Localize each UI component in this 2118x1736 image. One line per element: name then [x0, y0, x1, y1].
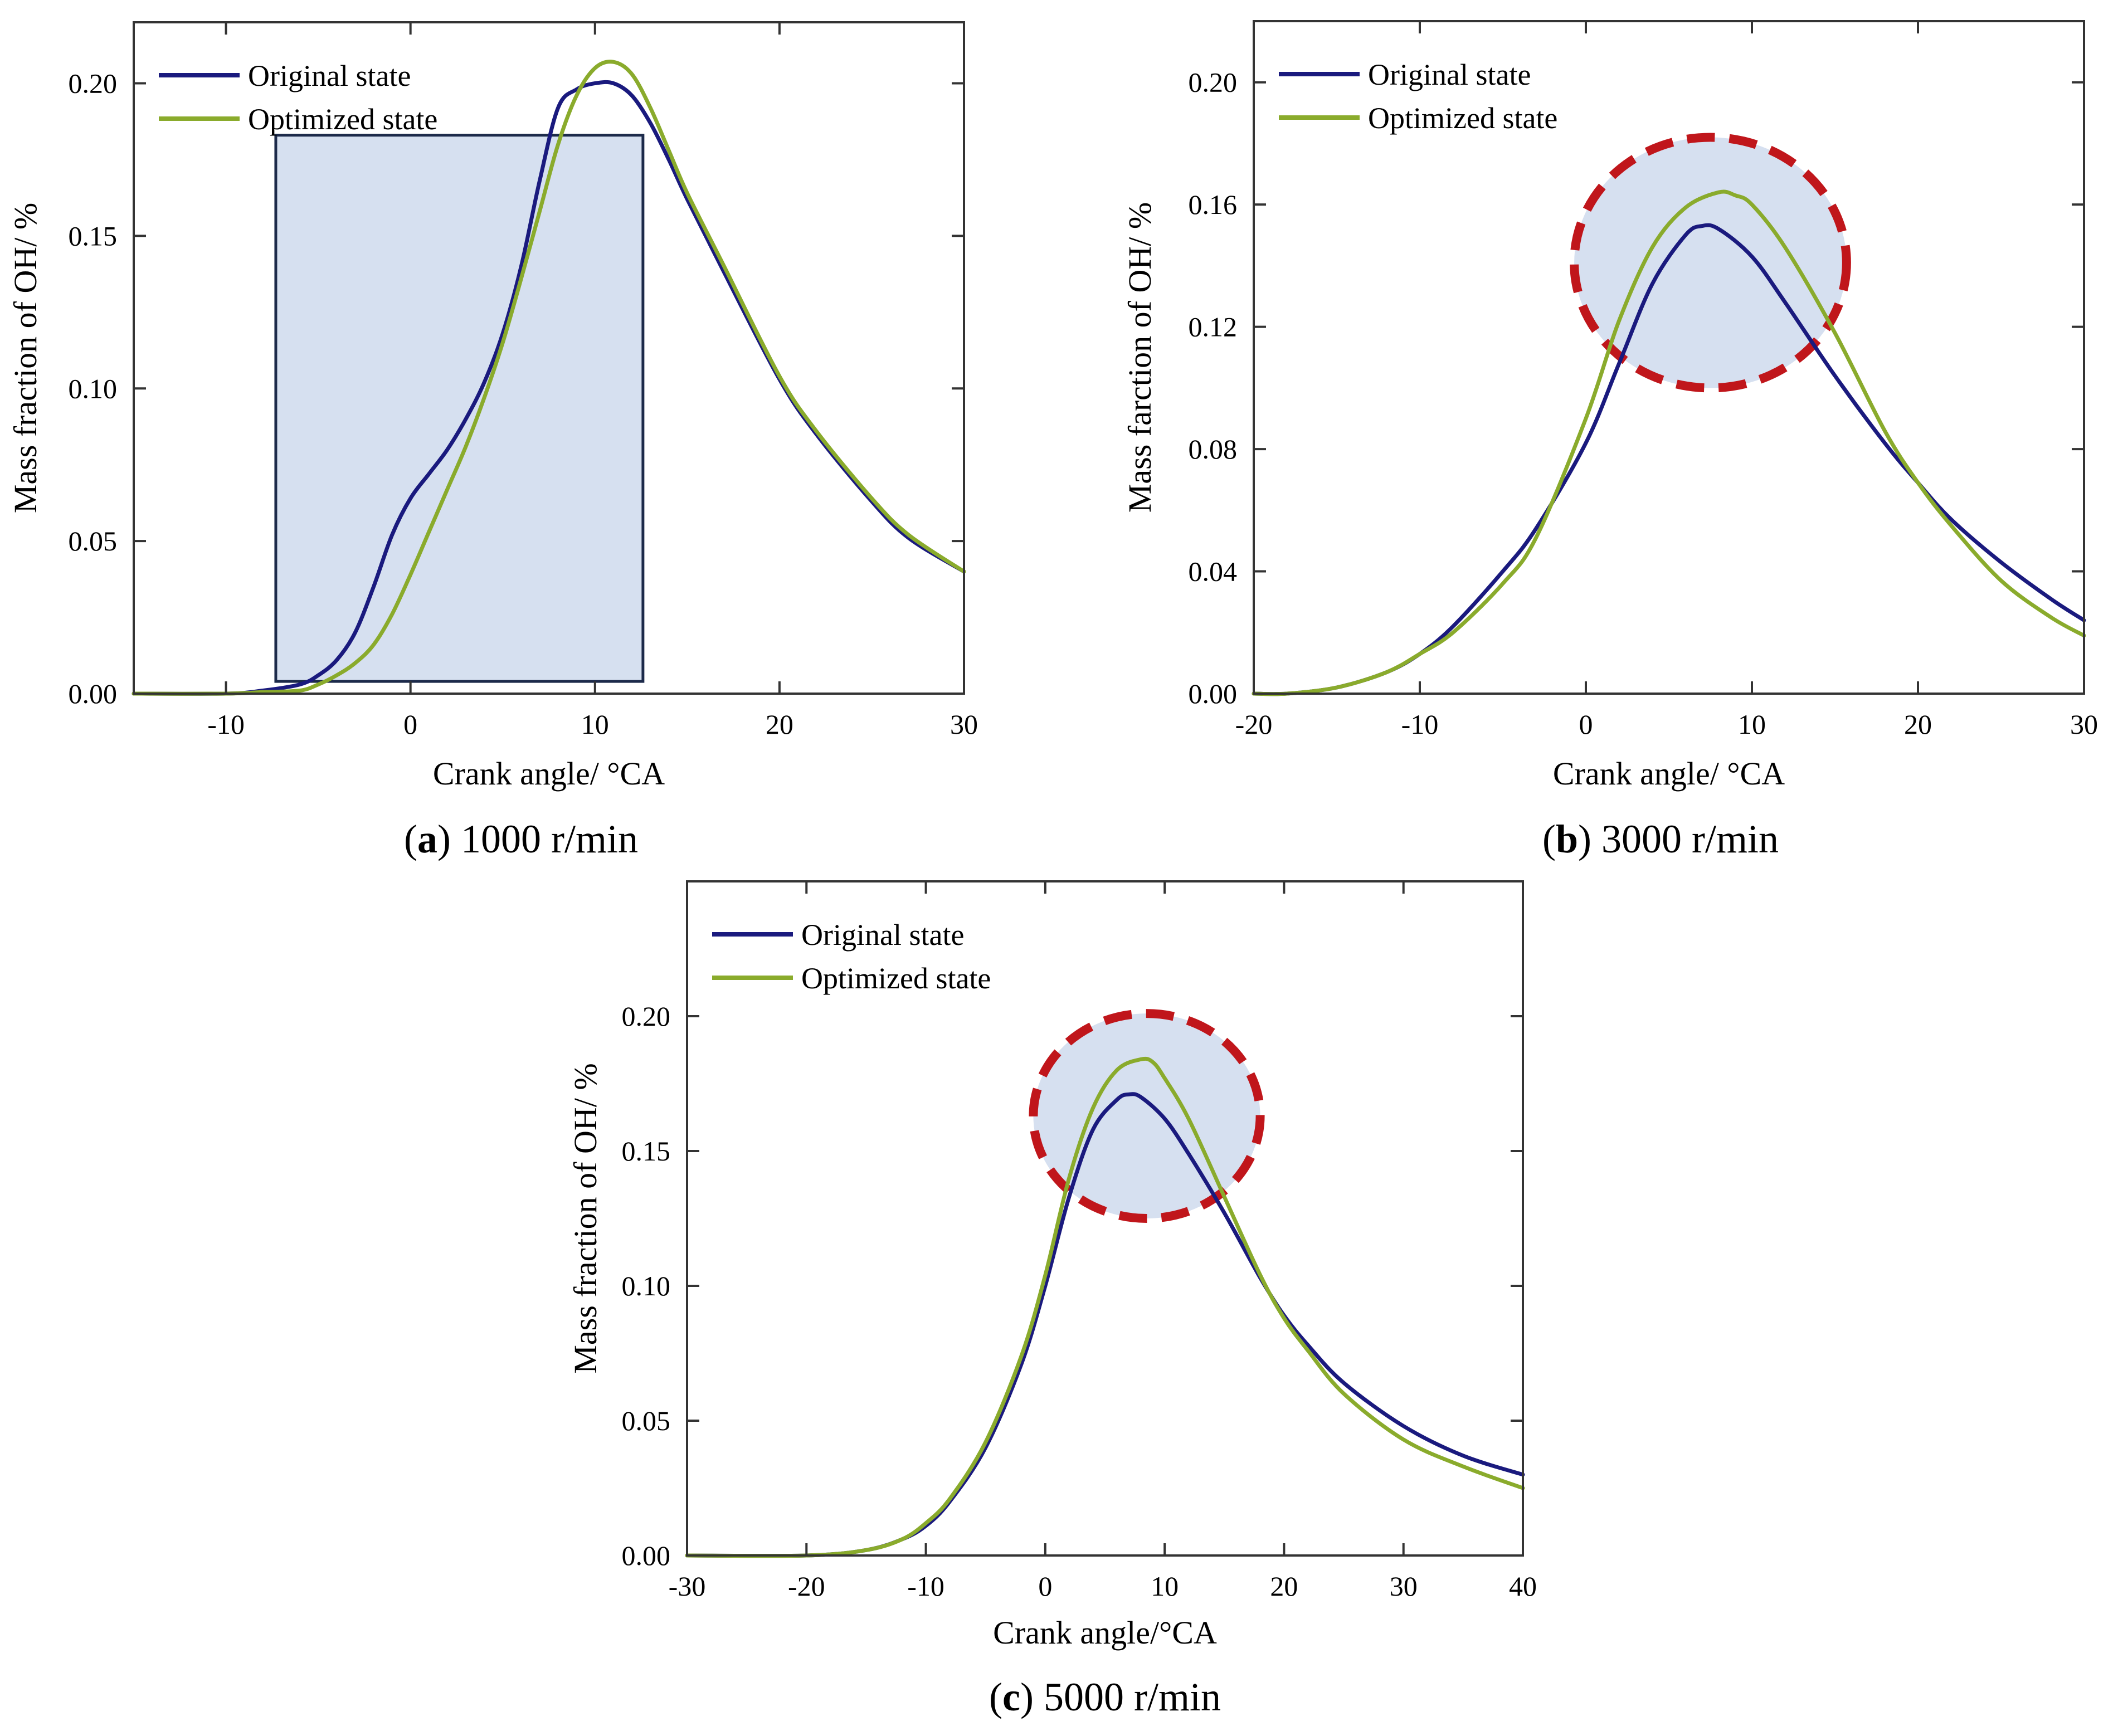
chart-panel-a: -10 0 10 20 30 0.00 0.05 0.10 0.15 0.20 Crank angl… — [7, 21, 978, 861]
chart-panel-b: -20 -10 0 10 20 30 0.00 0.04 0.08 0.12 0.16 0.20 Cra… — [1122, 20, 2098, 861]
legend-label-original: Original state — [248, 59, 411, 92]
y-tick-label: 0.15 — [69, 220, 118, 251]
x-tick-label: 10 — [581, 709, 609, 740]
y-tick-label: 0.16 — [1189, 189, 1238, 220]
series-line-optimized — [1252, 189, 2086, 696]
x-tick-label: 20 — [1904, 709, 1932, 740]
x-tick-label: 40 — [1509, 1571, 1537, 1602]
legend-label-optimized: Optimized state — [1368, 101, 1557, 135]
highlight-circle — [1570, 133, 1851, 393]
y-tick-label: 0.10 — [69, 373, 118, 404]
x-tick-label: 10 — [1738, 709, 1766, 740]
plot-frame — [1253, 20, 2085, 695]
x-tick-label: 0 — [1038, 1571, 1052, 1602]
x-tick-label: -20 — [1235, 709, 1273, 740]
panel-caption: (c) 5000 r/min — [989, 1675, 1221, 1719]
panel-caption: (a) 1000 r/min — [404, 817, 638, 861]
x-tick-label: 30 — [2070, 709, 2098, 740]
x-tick-label: -10 — [207, 709, 245, 740]
x-tick-label: 30 — [1390, 1571, 1418, 1602]
plot-frame — [133, 21, 965, 695]
highlight-circle — [1029, 1009, 1265, 1223]
y-tick-label: 0.12 — [1189, 311, 1238, 343]
legend-label-original: Original state — [801, 918, 964, 952]
x-axis-label: Crank angle/ °CA — [1553, 755, 1785, 792]
legend-label-optimized: Optimized state — [248, 103, 437, 136]
x-tick-label: -30 — [669, 1571, 706, 1602]
series-line-optimized — [132, 60, 966, 696]
x-tick-label: 0 — [1579, 709, 1593, 740]
highlight-rectangle — [274, 134, 645, 683]
y-tick-label: 0.08 — [1189, 433, 1238, 465]
x-tick-label: -10 — [1401, 709, 1439, 740]
plot-frame — [686, 880, 1524, 1557]
y-tick-label: 0.05 — [622, 1405, 671, 1436]
y-tick-label: 0.00 — [69, 678, 118, 709]
y-tick-label: 0.05 — [69, 525, 118, 557]
y-tick-label: 0.04 — [1189, 556, 1238, 587]
y-axis-label: Mass fraction of OH/ % — [7, 203, 43, 513]
y-axis-label: Mass farction of OH/ % — [1122, 202, 1158, 513]
y-tick-label: 0.00 — [1189, 678, 1238, 709]
x-tick-label: 20 — [1270, 1571, 1298, 1602]
x-tick-label: -20 — [788, 1571, 825, 1602]
x-tick-label: 20 — [766, 709, 793, 740]
y-axis-label: Mass fraction of OH/ % — [567, 1063, 603, 1373]
x-axis-label: Crank angle/ °CA — [433, 755, 665, 792]
x-tick-label: 30 — [950, 709, 978, 740]
x-tick-label: -10 — [907, 1571, 944, 1602]
x-tick-label: 0 — [403, 709, 417, 740]
y-tick-label: 0.20 — [622, 1001, 671, 1032]
y-tick-label: 0.20 — [69, 68, 118, 99]
y-tick-label: 0.20 — [1189, 67, 1238, 98]
y-tick-label: 0.15 — [622, 1135, 671, 1167]
y-tick-label: 0.00 — [622, 1540, 671, 1571]
x-tick-label: 10 — [1151, 1571, 1179, 1602]
y-tick-label: 0.10 — [622, 1270, 671, 1301]
chart-panel-c: -30 -20 -10 0 10 20 30 40 0.00 0.05 0.10 0.15 0.20 Cr… — [567, 880, 1537, 1719]
x-axis-label: Crank angle/°CA — [993, 1615, 1217, 1651]
legend-label-original: Original state — [1368, 58, 1531, 91]
series-line-optimized — [685, 1056, 1525, 1558]
legend-label-optimized: Optimized state — [801, 962, 991, 995]
panel-caption: (b) 3000 r/min — [1542, 817, 1779, 861]
